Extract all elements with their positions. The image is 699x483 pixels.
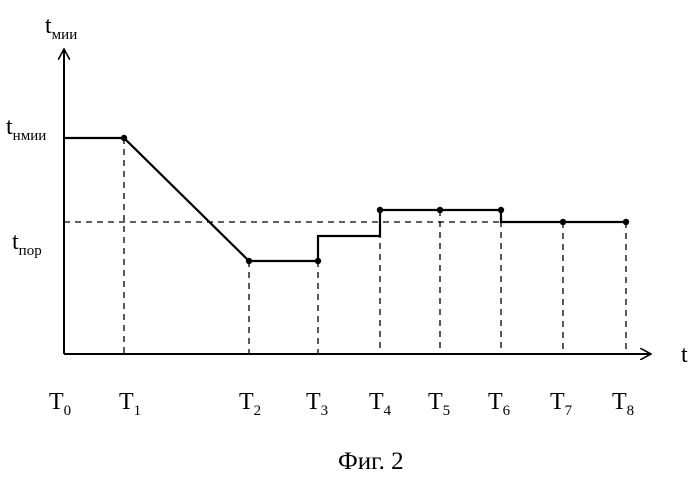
- x-tick-T7: T7: [550, 389, 573, 419]
- point-T6: [498, 207, 504, 213]
- y-tick-label-tnmii: tнмии: [6, 114, 46, 144]
- point-T2: [246, 258, 252, 264]
- x-axis-label: t: [681, 342, 688, 368]
- x-tick-T6: T6: [488, 389, 511, 419]
- point-T7: [560, 219, 566, 225]
- x-tick-T1: T1: [119, 389, 141, 419]
- y-tick-label-tpor: tпор: [12, 229, 42, 259]
- y-tick-tpor-sub: пор: [19, 243, 42, 259]
- curve-points: [121, 135, 629, 264]
- y-tick-tnmii-sub: нмии: [13, 128, 47, 144]
- point-T4: [377, 207, 383, 213]
- point-T5: [437, 207, 443, 213]
- x-tick-T3: T3: [306, 389, 328, 419]
- x-tick-T5: T5: [428, 389, 450, 419]
- time-guides: [124, 138, 626, 354]
- x-tick-T8: T8: [612, 389, 634, 419]
- x-tick-labels: T0 T1 T2 T3 T4 T5 T6 T7 T8: [49, 389, 634, 419]
- y-axis-label-sub: мии: [52, 27, 78, 43]
- y-axis-label: tмии: [45, 13, 77, 43]
- point-T1: [121, 135, 127, 141]
- x-tick-T2: T2: [239, 389, 261, 419]
- figure-caption: Фиг. 2: [338, 448, 404, 475]
- point-T8: [623, 219, 629, 225]
- point-T3: [315, 258, 321, 264]
- temperature-curve: [64, 138, 626, 261]
- x-tick-T0: T0: [49, 389, 71, 419]
- x-tick-T4: T4: [369, 389, 392, 419]
